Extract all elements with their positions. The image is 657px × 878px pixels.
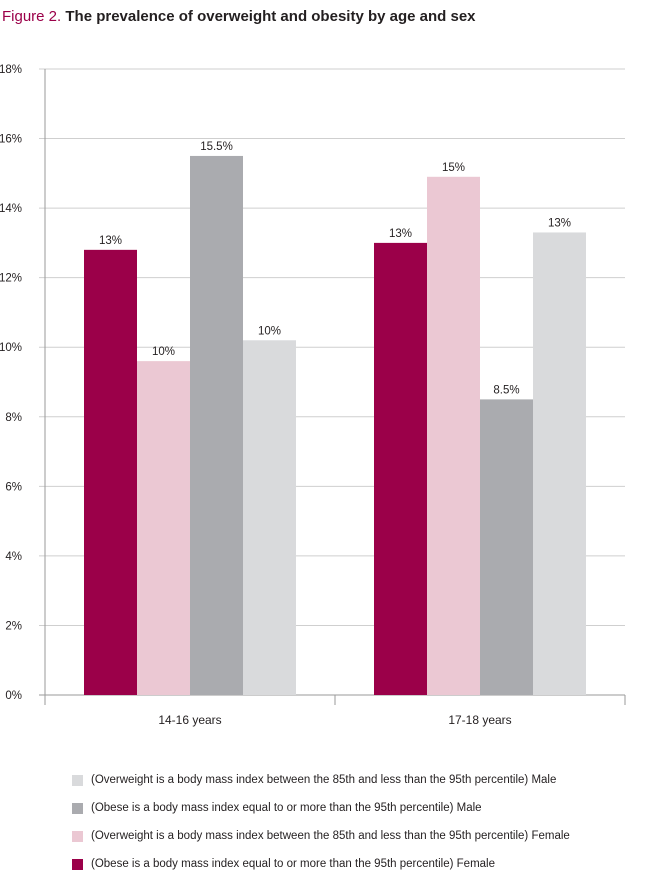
bar: [190, 155, 243, 695]
legend-item: (Overweight is a body mass index between…: [72, 822, 570, 850]
bar-value-label: 13%: [548, 217, 571, 229]
legend-item: (Obese is a body mass index equal to or …: [72, 794, 570, 822]
legend-swatch: [72, 830, 83, 842]
legend-label: (Overweight is a body mass index between…: [91, 774, 557, 786]
x-category-label: 17-18 years: [448, 713, 511, 727]
bar-value-label: 10%: [258, 325, 281, 337]
y-tick-label: 2%: [5, 620, 22, 632]
figure-number: Figure 2.: [2, 8, 62, 25]
bar-value-label: 13%: [99, 235, 122, 247]
legend-item: (Overweight is a body mass index between…: [72, 766, 570, 794]
chart-title: Figure 2. The prevalence of overweight a…: [2, 8, 476, 25]
bar: [374, 242, 427, 695]
bar: [243, 340, 296, 695]
y-tick-label: 16%: [0, 134, 22, 146]
bar-chart: 0% 2% 4% 6% 8% 10% 12% 14% 16% 18% 13% 10% 15.5% 10% 1…: [0, 64, 626, 727]
x-category-label: 14-16 years: [158, 713, 221, 727]
legend-label: (Obese is a body mass index equal to or …: [91, 858, 495, 870]
bar: [533, 232, 586, 695]
y-tick-label: 12%: [0, 273, 22, 285]
legend-label: (Overweight is a body mass index between…: [91, 830, 570, 842]
bar-value-label: 10%: [152, 346, 175, 358]
legend-swatch: [72, 858, 83, 870]
bar: [480, 399, 533, 695]
bar-value-label: 13%: [389, 228, 412, 240]
legend-item: (Obese is a body mass index equal to or …: [72, 850, 570, 878]
bar: [427, 176, 480, 696]
y-tick-label: 10%: [0, 342, 22, 354]
bar-value-label: 8.5%: [493, 384, 519, 396]
bar: [84, 249, 137, 695]
y-tick-label: 6%: [5, 481, 22, 493]
bar: [137, 361, 190, 695]
figure-title: The prevalence of overweight and obesity…: [65, 8, 476, 25]
y-tick-label: 0%: [5, 690, 22, 702]
legend-label: (Obese is a body mass index equal to or …: [91, 802, 482, 814]
bar-value-label: 15.5%: [200, 141, 233, 153]
legend-swatch: [72, 774, 83, 786]
y-tick-label: 18%: [0, 64, 22, 76]
chart-legend: (Overweight is a body mass index between…: [72, 766, 570, 878]
y-tick-label: 8%: [5, 412, 22, 424]
legend-swatch: [72, 802, 83, 814]
y-tick-label: 4%: [5, 551, 22, 563]
y-tick-label: 14%: [0, 203, 22, 215]
bar-value-label: 15%: [442, 162, 465, 174]
